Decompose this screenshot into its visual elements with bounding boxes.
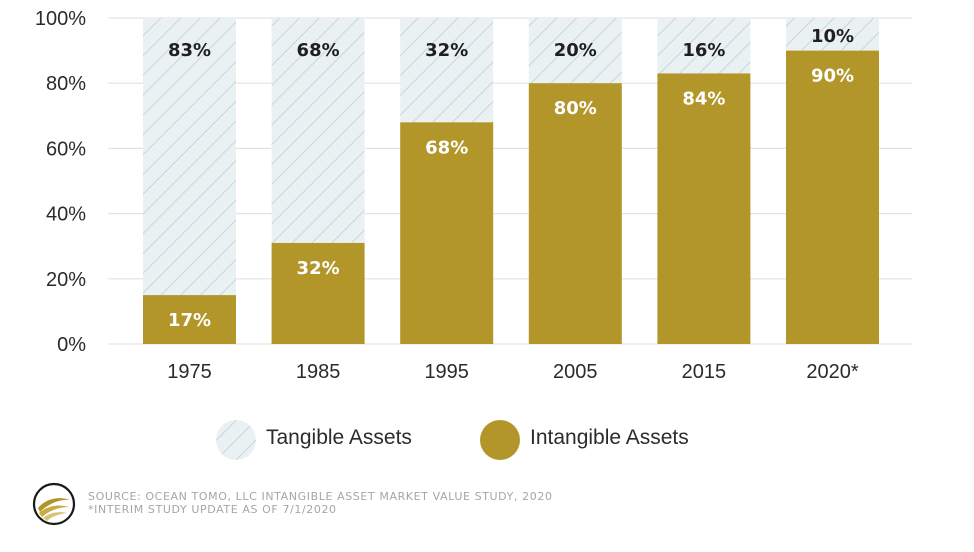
x-tick-label: 1995 (424, 361, 469, 383)
bar-tangible (528, 18, 622, 84)
bar-tangible (657, 18, 751, 74)
bar-tangible (786, 18, 879, 51)
footer: SOURCE: OCEAN TOMO, LLC INTANGIBLE ASSET… (30, 480, 930, 530)
intangible-value-label: 17% (168, 310, 211, 331)
tangible-value-label: 10% (811, 26, 854, 47)
bars: 83% 17% 68% 32% 32% 68% 20% 80% 16% 84% 10% 90% (143, 18, 879, 345)
intangible-value-label: 90% (811, 66, 854, 87)
y-tick-label: 80% (46, 73, 86, 95)
bar-tangible (400, 18, 494, 123)
bar-intangible (400, 122, 494, 344)
tangible-value-label: 83% (168, 40, 211, 61)
x-tick-label: 2015 (682, 361, 727, 383)
tangible-swatch-icon (216, 420, 256, 460)
intangible-value-label: 68% (425, 137, 468, 158)
bar-intangible (657, 73, 751, 345)
x-tick-label: 2020* (806, 361, 858, 383)
x-tick-label: 1985 (296, 361, 341, 383)
y-tick-label: 20% (46, 269, 86, 291)
y-tick-label: 0% (57, 334, 86, 356)
bar-tangible (143, 18, 236, 296)
y-tick-label: 60% (46, 138, 86, 160)
intangible-value-label: 84% (682, 88, 725, 109)
legend-label-tangible: Tangible Assets (266, 426, 412, 449)
bar-intangible (271, 242, 365, 344)
source-line: SOURCE: OCEAN TOMO, LLC INTANGIBLE ASSET… (88, 490, 553, 503)
bar-intangible (786, 50, 879, 344)
source-note: SOURCE: OCEAN TOMO, LLC INTANGIBLE ASSET… (88, 490, 553, 516)
ocean-tomo-logo-icon (32, 482, 76, 526)
gridlines (108, 17, 912, 345)
x-tick-label: 1975 (167, 361, 212, 383)
tangible-value-label: 68% (297, 40, 340, 61)
bar-intangible (528, 83, 622, 344)
tangible-value-label: 32% (425, 40, 468, 61)
y-tick-label: 40% (46, 204, 86, 226)
bar-tangible (271, 18, 365, 243)
legend: Tangible Assets Intangible Assets (0, 418, 974, 462)
tangible-value-label: 16% (682, 40, 725, 61)
x-tick-label: 2005 (553, 361, 598, 383)
y-axis-ticks: 0% 20% 40% 60% 80% 100% (35, 8, 86, 356)
y-tick-label: 100% (35, 8, 86, 30)
intangible-value-label: 32% (297, 258, 340, 279)
intangible-value-label: 80% (554, 98, 597, 119)
x-axis-ticks: 1975 1985 1995 2005 2015 2020* (167, 361, 859, 383)
bar-intangible (143, 295, 236, 344)
stacked-bar-chart: 0% 20% 40% 60% 80% 100% 83% 17% 68% 32% 32% 68% 20%… (35, 8, 912, 383)
interim-note-line: *INTERIM STUDY UPDATE AS OF 7/1/2020 (88, 503, 337, 516)
legend-label-intangible: Intangible Assets (530, 426, 689, 449)
tangible-value-label: 20% (554, 40, 597, 61)
intangible-swatch-icon (480, 420, 520, 460)
